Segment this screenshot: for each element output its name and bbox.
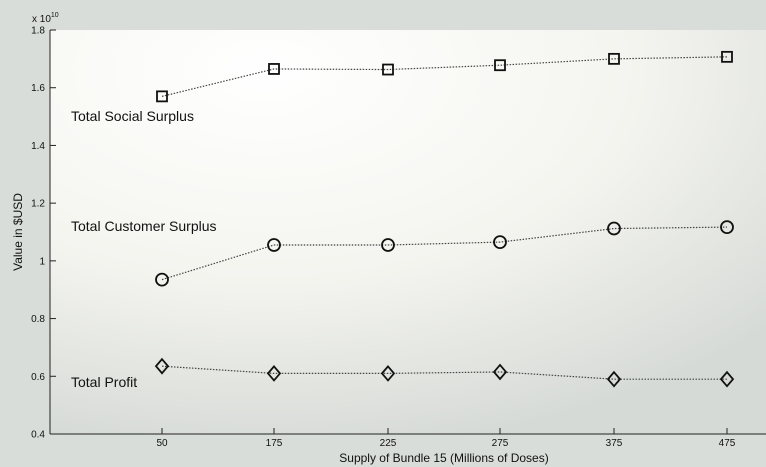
- series-group: [154, 50, 735, 388]
- square-marker: [156, 90, 168, 103]
- circle-marker: [155, 272, 169, 287]
- y-ticks: 0.4 0.6 0.8 1 1.2 1.4 1.6 1.8: [31, 26, 56, 441]
- y-tick-label: 0.8: [31, 314, 45, 325]
- x-ticks: 50 175 225 275 375 475: [156, 428, 736, 449]
- square-marker: [268, 63, 280, 75]
- x-axis-label: Supply of Bundle 15 (Millions of Doses): [339, 451, 548, 465]
- circle-marker: [493, 235, 507, 250]
- diamond-marker: [380, 365, 396, 382]
- series-label-total-profit: Total Profit: [71, 374, 137, 390]
- square-marker: [382, 63, 394, 76]
- y-tick-label: 0.6: [31, 372, 45, 383]
- series-label-total-social-surplus: Total Social Surplus: [71, 108, 194, 124]
- series-line-2: [161, 365, 727, 380]
- diamond-marker: [154, 357, 170, 375]
- diamond-marker: [719, 370, 735, 388]
- diamond-marker: [266, 365, 282, 382]
- y-tick-label: 0.4: [31, 430, 45, 441]
- diamond-marker: [606, 370, 622, 388]
- circle-marker: [381, 238, 395, 252]
- diamond-marker: [492, 363, 508, 381]
- circle-marker: [267, 238, 281, 252]
- x-tick-label: 175: [266, 438, 283, 449]
- series-label-total-customer-surplus: Total Customer Surplus: [71, 218, 217, 234]
- y-tick-label: 1.6: [31, 83, 45, 94]
- square-marker: [608, 52, 620, 65]
- y-axis-label: Value in $USD: [11, 193, 25, 271]
- circle-marker: [720, 220, 734, 234]
- x-tick-label: 275: [492, 438, 509, 449]
- x-tick-label: 50: [156, 438, 168, 449]
- square-marker: [494, 59, 506, 72]
- y-multiplier-label: x 1010: [32, 12, 59, 25]
- x-tick-label: 375: [606, 438, 623, 449]
- square-marker: [721, 50, 733, 63]
- circle-marker: [607, 221, 621, 236]
- x-tick-label: 225: [380, 438, 397, 449]
- y-tick-label: 1: [39, 256, 45, 267]
- y-tick-label: 1.4: [31, 141, 45, 152]
- y-tick-label: 1.8: [31, 26, 45, 37]
- series-line-0: [161, 56, 728, 97]
- x-tick-label: 475: [719, 438, 736, 449]
- y-tick-label: 1.2: [31, 199, 45, 210]
